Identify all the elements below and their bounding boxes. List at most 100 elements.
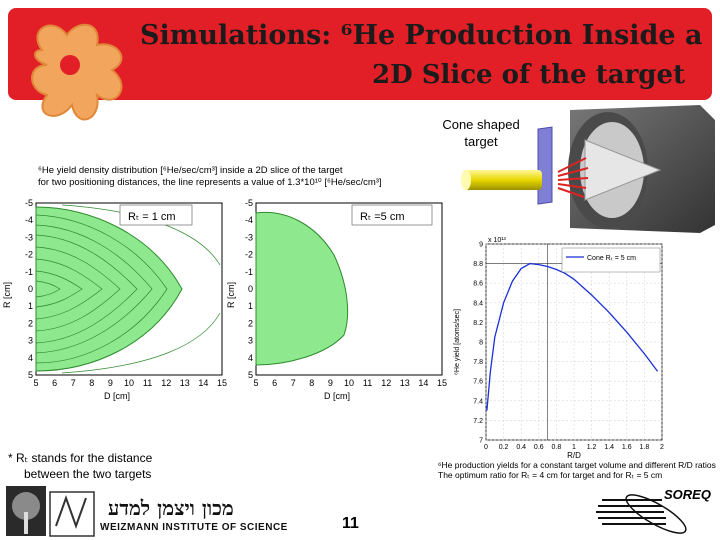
- institute-logo-icon: [31, 23, 123, 121]
- left-ytick-label: 3: [28, 336, 33, 346]
- mid-xtick-label: 13: [400, 378, 410, 388]
- contour-plot-middle: Rₜ =5 cm 5 6 7 8 9 10 11 12 13 14 15 -5-4-3-2-1012…: [226, 198, 447, 401]
- plot-mid-ylabel: R [cm]: [226, 282, 236, 308]
- chart-y-multiplier: x 10¹³: [488, 237, 507, 244]
- mid-xtick-label: 6: [272, 378, 277, 388]
- legend-entry-cone: Cone Rₜ = 5 cm: [587, 255, 636, 262]
- left-ytick-label: -1: [25, 267, 33, 277]
- left-xtick-label: 11: [143, 378, 152, 388]
- chart-xtick-label: 0.2: [499, 444, 509, 451]
- chart-xtick-label: 1.8: [640, 444, 650, 451]
- plot-mid-xlabel: D [cm]: [324, 391, 350, 401]
- weizmann-tree-logo-icon: [6, 486, 95, 537]
- mid-ytick-label: 2: [248, 318, 253, 328]
- slide-title-line-1: Simulations: ⁶He Production Inside a: [140, 20, 703, 51]
- chart-ytick-label: 7.2: [473, 418, 483, 425]
- chart-ytick-label: 8.2: [473, 320, 483, 327]
- chart-ytick-label: 8.4: [473, 300, 483, 307]
- cone-target-illustration: [461, 105, 715, 233]
- cone-target-label: Cone shaped target: [442, 117, 520, 149]
- mid-ytick-label: 5: [248, 370, 253, 380]
- chart-caption-line-1: ⁶He production yields for a constant tar…: [438, 460, 716, 470]
- left-xtick-label: 5: [33, 378, 38, 388]
- mid-ytick-label: -3: [245, 232, 253, 242]
- page-number: 11: [342, 515, 359, 532]
- mid-xtick-label: 5: [253, 378, 258, 388]
- left-xtick-label: 14: [198, 378, 208, 388]
- mid-xtick-label: 14: [418, 378, 428, 388]
- mid-xtick-label: 7: [291, 378, 296, 388]
- left-xtick-label: 7: [71, 378, 76, 388]
- left-ytick-label: -3: [25, 232, 33, 242]
- chart-legend: [561, 247, 661, 273]
- left-ytick-label: 0: [28, 284, 33, 294]
- title-banner: [8, 8, 712, 100]
- left-xtick-label: 6: [52, 378, 57, 388]
- slide-title-line-2: 2D Slice of the target: [372, 60, 686, 90]
- mid-ytick-label: 3: [248, 336, 253, 346]
- plot-left-xlabel: D [cm]: [104, 391, 130, 401]
- mid-xtick-label: 15: [437, 378, 447, 388]
- contour-plot-left: Rₜ = 1 cm 5 6 7 8 9 10 11 12 13 14 15 -5-4-3-2-101…: [2, 198, 227, 401]
- chart-caption: ⁶He production yields for a constant tar…: [438, 460, 718, 480]
- soreq-logo-icon: [596, 494, 687, 534]
- plots-caption-line-2: for two positioning distances, the line …: [38, 177, 382, 188]
- left-ytick-label: -4: [25, 215, 33, 225]
- mid-ytick-label: -2: [245, 250, 253, 260]
- mid-ytick-label: 0: [248, 284, 253, 294]
- mid-ytick-label: -1: [245, 267, 253, 277]
- left-ytick-label: -5: [25, 198, 33, 208]
- mid-ytick-label: -5: [245, 198, 253, 208]
- left-xtick-label: 12: [161, 378, 171, 388]
- chart-xtick-label: 1.4: [604, 444, 614, 451]
- left-ytick-label: 2: [28, 318, 33, 328]
- left-xtick-label: 10: [124, 378, 134, 388]
- mid-ytick-label: 1: [248, 301, 253, 311]
- yield-line-chart: x 10¹³ Cone Rₜ = 5 cm 0 0.2 0.4 0.6 0.8 1 1.2 1…: [454, 237, 664, 460]
- chart-xtick-label: 0.8: [552, 444, 562, 451]
- plot-left-ylabel: R [cm]: [2, 282, 12, 308]
- chart-ytick-label: 7: [479, 438, 483, 445]
- chart-ytick-label: 8.8: [473, 261, 483, 268]
- footnote: * Rₜ stands for the distance between the…: [8, 450, 152, 482]
- chart-xtick-label: 0.4: [516, 444, 526, 451]
- chart-xtick-label: 1: [572, 444, 576, 451]
- mid-ytick-label: 4: [248, 353, 253, 363]
- mid-xtick-label: 10: [344, 378, 354, 388]
- chart-ytick-label: 7.6: [473, 379, 483, 386]
- left-xtick-label: 13: [180, 378, 190, 388]
- footnote-line-2: between the two targets: [24, 467, 152, 481]
- chart-ylabel: ⁶He yield [atoms/sec]: [454, 309, 461, 375]
- mid-xtick-label: 9: [328, 378, 333, 388]
- soreq-name: SOREQ: [664, 487, 711, 502]
- series-line-cone: [486, 262, 659, 411]
- plot-mid-label: Rₜ =5 cm: [360, 211, 405, 223]
- left-xtick-label: 15: [217, 378, 227, 388]
- left-ytick-label: 1: [28, 301, 33, 311]
- chart-xlabel: R/D: [567, 451, 581, 460]
- chart-xtick-label: 1.6: [622, 444, 632, 451]
- left-xtick-label: 8: [89, 378, 94, 388]
- weizmann-english-name: WEIZMANN INSTITUTE OF SCIENCE: [100, 522, 288, 533]
- plots-caption: ⁶He yield density distribution [⁶He/sec/…: [38, 165, 438, 189]
- mid-ytick-label: -4: [245, 215, 253, 225]
- mid-xtick-label: 11: [363, 378, 372, 388]
- chart-xtick-label: 0.6: [534, 444, 544, 451]
- left-ytick-label: 4: [28, 353, 33, 363]
- left-ytick-label: -2: [25, 250, 33, 260]
- left-ytick-label: 5: [28, 370, 33, 380]
- chart-xtick-label: 2: [660, 444, 664, 451]
- chart-ytick-label: 7.8: [473, 359, 483, 366]
- chart-ytick-label: 7.4: [473, 398, 483, 405]
- chart-ytick-label: 9: [479, 242, 483, 249]
- chart-ytick-label: 8: [479, 340, 483, 347]
- footnote-line-1: * Rₜ stands for the distance: [8, 451, 153, 465]
- chart-xtick-label: 1.2: [587, 444, 597, 451]
- mid-xtick-label: 12: [381, 378, 391, 388]
- plot-left-label: Rₜ = 1 cm: [128, 211, 176, 223]
- left-xtick-label: 9: [108, 378, 113, 388]
- plots-caption-line-1: ⁶He yield density distribution [⁶He/sec/…: [38, 165, 343, 176]
- chart-caption-line-2: The optimum ratio for Rₜ = 4 cm for targ…: [438, 470, 663, 480]
- weizmann-hebrew-name: מכון ויצמן למדע: [108, 496, 234, 520]
- chart-xtick-label: 0: [484, 444, 488, 451]
